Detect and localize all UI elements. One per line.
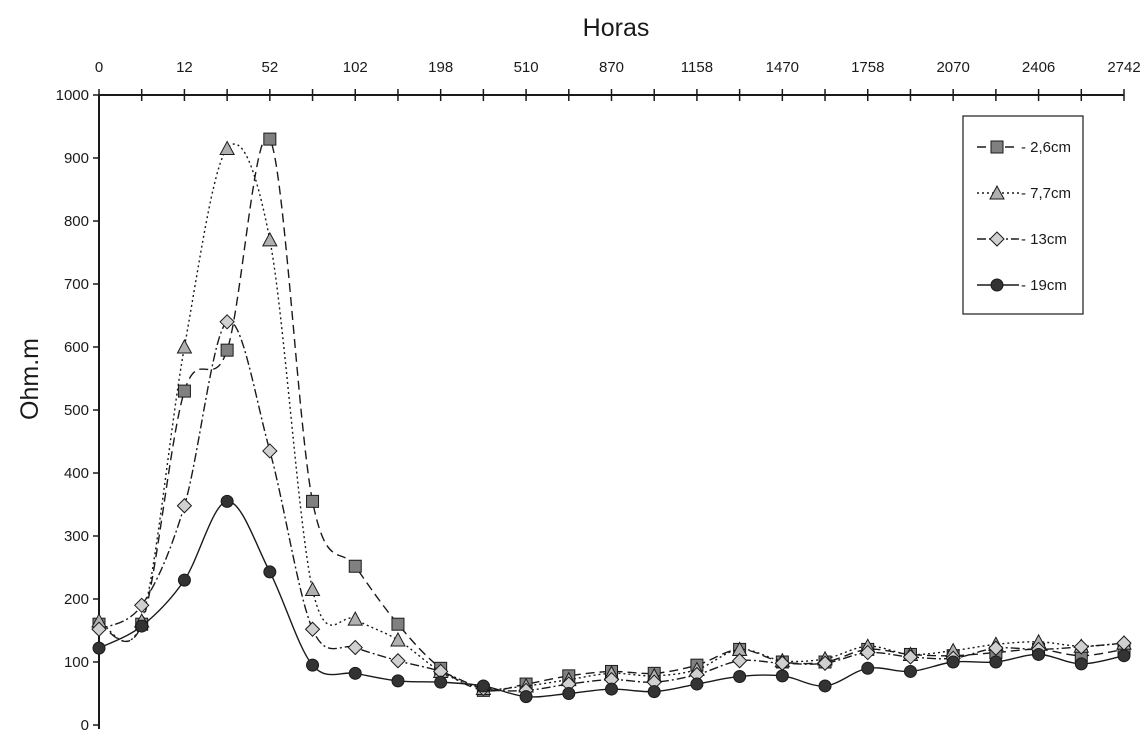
data-point [306, 583, 320, 596]
data-point [435, 676, 447, 688]
data-point [221, 344, 233, 356]
data-point [691, 678, 703, 690]
x-tick-label: 2406 [1022, 59, 1055, 76]
y-tick-label: 800 [64, 213, 89, 230]
legend-label: - 2,6cm [1021, 139, 1071, 156]
y-tick-label: 700 [64, 276, 89, 293]
data-point [264, 133, 276, 145]
data-point [392, 675, 404, 687]
x-tick-label: 102 [343, 59, 368, 76]
x-axis-title: Horas [583, 14, 650, 42]
y-tick-label: 0 [81, 717, 89, 734]
data-point [220, 142, 234, 155]
x-tick-label: 12 [176, 59, 193, 76]
x-tick-label: 1470 [766, 59, 799, 76]
y-tick-label: 200 [64, 591, 89, 608]
x-tick-label: 0 [95, 59, 103, 76]
data-point [178, 385, 190, 397]
data-point [307, 659, 319, 671]
data-point [263, 444, 277, 458]
x-tick-label: 510 [514, 59, 539, 76]
data-point [904, 665, 916, 677]
data-point [136, 620, 148, 632]
series-line [99, 321, 1124, 691]
data-point [990, 656, 1002, 668]
y-tick-label: 300 [64, 528, 89, 545]
x-tick-label: 52 [261, 59, 278, 76]
data-point [477, 680, 489, 692]
data-point [391, 654, 405, 668]
data-point [263, 233, 277, 246]
legend-marker [991, 141, 1003, 153]
y-tick-label: 900 [64, 150, 89, 167]
y-tick-label: 600 [64, 339, 89, 356]
data-point [947, 656, 959, 668]
legend-label: - 19cm [1021, 277, 1067, 294]
y-tick-label: 400 [64, 465, 89, 482]
data-point [520, 691, 532, 703]
x-tick-label: 1158 [681, 59, 713, 76]
data-point [349, 560, 361, 572]
x-tick-label: 1758 [851, 59, 884, 76]
legend: - 2,6cm - 7,7cm - 13cm - 19cm [963, 116, 1083, 314]
data-point [1075, 658, 1087, 670]
x-tick-label: 2742 [1107, 59, 1140, 76]
data-point [648, 686, 660, 698]
data-point [1118, 650, 1130, 662]
x-tick-label: 2070 [936, 59, 969, 76]
data-point [264, 566, 276, 578]
data-point [392, 618, 404, 630]
y-tick-label: 100 [64, 654, 89, 671]
series-2 [92, 315, 1131, 698]
data-point [306, 622, 320, 636]
data-point [862, 662, 874, 674]
y-tick-label: 500 [64, 402, 89, 419]
data-point [776, 670, 788, 682]
data-point [93, 642, 105, 654]
data-point [819, 680, 831, 692]
data-point [391, 633, 405, 646]
legend-label: - 7,7cm [1021, 185, 1071, 202]
y-axis-title: Ohm.m [16, 338, 44, 420]
data-point [221, 495, 233, 507]
x-tick-label: 198 [428, 59, 453, 76]
legend-label: - 13cm [1021, 231, 1067, 248]
y-tick-label: 1000 [56, 87, 89, 104]
data-point [734, 670, 746, 682]
data-point [348, 641, 362, 655]
data-point [307, 495, 319, 507]
data-point [1033, 648, 1045, 660]
data-point [178, 574, 190, 586]
data-point [563, 688, 575, 700]
data-point [349, 667, 361, 679]
data-point [135, 598, 149, 612]
data-point [177, 499, 191, 513]
data-point [606, 683, 618, 695]
data-point [177, 340, 191, 353]
legend-marker [991, 279, 1003, 291]
x-tick-label: 870 [599, 59, 624, 76]
